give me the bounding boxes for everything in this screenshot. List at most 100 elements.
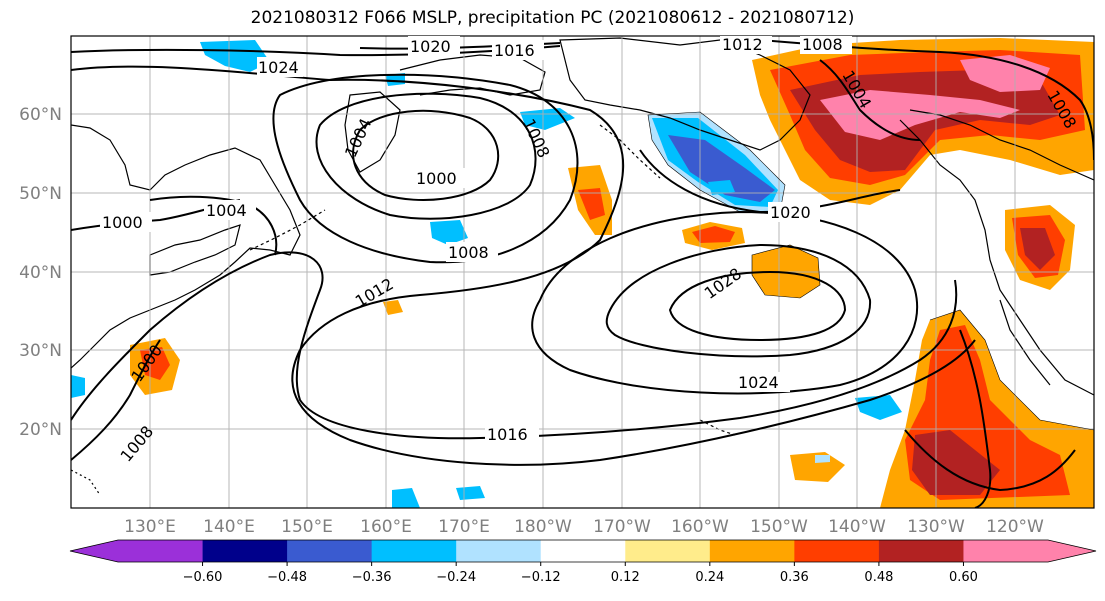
precip-darkred-mexico [912,430,1000,495]
lon-tick-label: 160°E [360,517,412,537]
colorbar-tick-label: −0.24 [436,570,476,585]
isobars [71,39,1094,508]
map-layers [71,36,1094,508]
colorbar-swatch [202,540,288,562]
isobar-1012-mexico [904,429,1076,492]
isobar-label-1004-asia: 1004 [206,201,247,220]
precip-negative-cell-south [392,488,420,508]
colorbar-tick-label: −0.60 [183,570,223,585]
coast-japan [149,224,241,276]
lat-tick-label: 30°N [19,341,62,361]
lon-tick-label: 170°W [593,517,651,537]
isobar-1016 [71,45,958,440]
coast-na-canada [909,109,1094,181]
lat-tick-label: 40°N [19,263,62,283]
precip-negative-royal-gulf [668,135,775,202]
precip-darkred-west-coast [1020,228,1055,270]
precip-shading [71,38,1094,508]
precip-pink-alaska2 [960,55,1050,92]
lat-tick-label: 20°N [19,420,62,440]
colorbar-tick-label: 0.36 [780,570,809,585]
colorbar-swatch [794,540,880,562]
colorbar-tick-label: 0.12 [611,570,640,585]
precip-negative-cell-s2 [456,486,485,500]
isobar-label-1008-top: 1008 [802,35,843,54]
coast-baja [999,299,1051,386]
isobar-1008-low [272,73,579,264]
precip-negative-cell-aleut-w [385,73,405,86]
colorbar-swatch [371,540,457,562]
isobar-label-1020: 1020 [410,37,451,56]
map-title: 2021080312 F066 MSLP, precipitation PC (… [250,8,855,28]
coast-alaska [559,37,811,151]
isobar-1012 [71,65,976,466]
isobar-label-1020: 1020 [770,203,811,222]
precip-positive-cell-ss [383,300,403,315]
colorbar-swatch [70,540,203,562]
isobar-label-1012-top: 1012 [722,35,763,54]
lon-tick-label: 170°E [438,517,490,537]
colorbar-tick-label: 0.60 [949,570,978,585]
precip-negative-cell-japan-w [71,375,85,398]
lon-tick-label: 140°W [828,517,886,537]
isobar-1004-alaska [819,59,921,141]
isobar-label-1000-asia: 1000 [102,213,143,232]
precip-negative-cell-center [430,220,468,245]
precip-red-cell-aleutian [578,188,605,220]
colorbar-tick-labels: −0.60 −0.48 −0.36 −0.24 −0.12 0.12 0.24 0.36 0.4… [183,562,978,585]
colorbar-tick-label: 0.48 [864,570,893,585]
coast-islands-sw [71,469,101,496]
colorbar-swatch [878,540,964,562]
isobar-1008-asia [71,339,161,461]
lon-tick-label: 130°E [124,517,176,537]
precip-red-cell-160w [692,226,735,243]
colorbar-tick-label: −0.12 [521,570,561,585]
precip-negative-cell-160w2 [708,180,735,195]
precip-negative-cell-150w [815,455,830,463]
isobar-label-1016: 1016 [494,41,535,60]
lon-tick-label: 150°W [750,517,808,537]
lon-tick-labels: 130°E 140°E 150°E 160°E 170°E 180°W 170°… [124,517,1044,537]
isobar-1004-low [315,92,537,220]
lon-tick-label: 140°E [203,517,255,537]
colorbar-swatch [456,540,542,562]
isobar-label-1024: 1024 [258,58,299,77]
precip-red-cell-japan [140,347,170,380]
coast-kuril [249,209,326,251]
lat-tick-label: 60°N [19,105,62,125]
colorbar-tick-label: −0.36 [352,570,392,585]
isobar-label-1016: 1016 [487,425,528,444]
colorbar-swatch [625,540,711,562]
lon-tick-label: 120°W [986,517,1044,537]
colorbar-tick-label: −0.48 [267,570,307,585]
colorbar-swatch [287,540,373,562]
gridlines [71,36,1094,508]
lon-tick-label: 150°E [281,517,333,537]
colorbar-tick-label: 0.24 [695,570,724,585]
isobar-label-1024: 1024 [738,373,779,392]
coast-kamchatka [344,91,401,173]
lat-tick-label: 50°N [19,184,62,204]
coast-asia [71,124,301,369]
map-frame [70,35,1095,509]
lon-tick-label: 130°W [907,517,965,537]
precip-pink-alaska [820,90,1020,140]
precip-negative-cell-nw [200,40,270,72]
isobar-1000-low [352,109,500,201]
isobar-1024-high [531,210,919,395]
colorbar-swatch [709,540,795,562]
lon-tick-label: 160°W [671,517,729,537]
coast-hawaii [699,419,736,436]
colorbar [69,539,1097,563]
isobar-1032-high [668,270,847,342]
colorbar-outline [69,539,1097,563]
precip-positive-cell-140w [790,452,845,482]
isobar-1028-high [605,243,872,358]
coast-na-west [899,119,1094,396]
isobar-label-1000-low: 1000 [416,169,457,188]
coast-aleutians [599,124,661,179]
lat-tick-labels: 60°N 50°N 40°N 30°N 20°N [19,105,62,440]
lon-tick-label: 180°W [514,517,572,537]
colorbar-swatch [540,540,626,562]
